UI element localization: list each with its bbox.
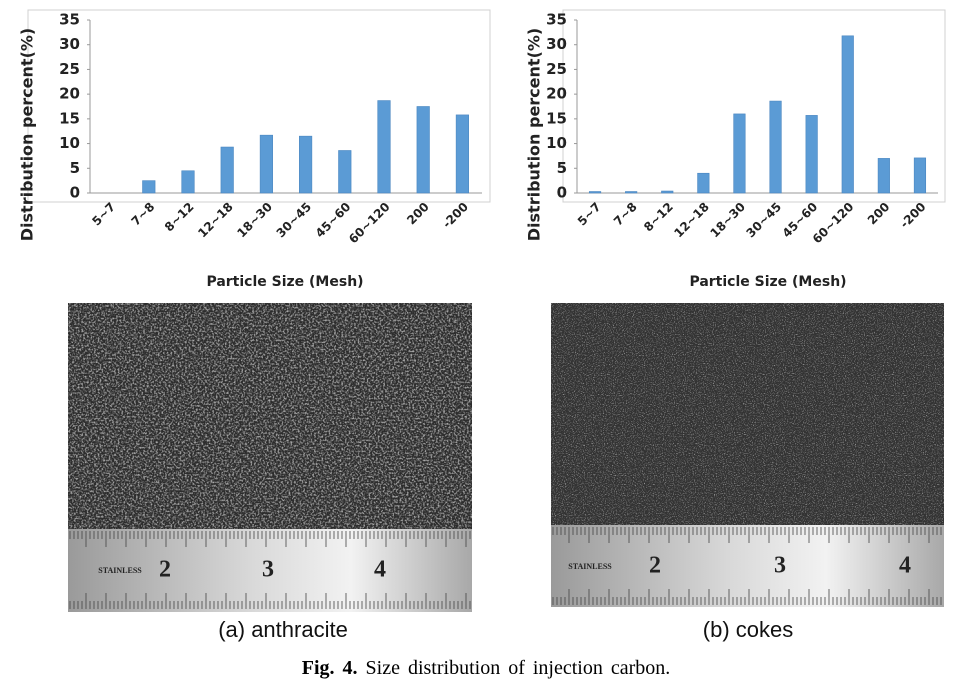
- x-tick-label: 8~12: [641, 200, 676, 235]
- x-tick-label: -200: [440, 200, 471, 231]
- bar: [142, 180, 156, 194]
- x-tick-label: 12~18: [195, 200, 236, 241]
- bar: [588, 191, 602, 194]
- x-tick-label: 7~8: [611, 200, 640, 229]
- figure-text: Size distribution of injection carbon.: [365, 657, 671, 679]
- y-tick-label: 5: [557, 159, 567, 177]
- bar: [625, 191, 638, 194]
- y-tick-label: 5: [70, 159, 80, 177]
- y-tick-label: 10: [546, 134, 567, 152]
- bar: [220, 146, 234, 194]
- x-tick-label: 5~7: [575, 200, 604, 229]
- ruler-number: 3: [774, 553, 786, 579]
- y-tick-label: 15: [546, 109, 567, 127]
- y-axis-label: Distribution percent(%): [18, 28, 37, 241]
- y-tick-label: 30: [59, 35, 80, 53]
- ruler-number: 2: [159, 557, 171, 583]
- bar: [697, 172, 710, 194]
- photo-caption: (a) anthracite: [218, 617, 348, 642]
- ruler-number: 2: [649, 553, 661, 579]
- bar: [769, 100, 782, 194]
- x-tick-label: 60~120: [346, 200, 393, 247]
- photo-caption: (b) cokes: [702, 617, 794, 642]
- ruler-number: 4: [374, 557, 386, 583]
- y-tick-label: 0: [557, 184, 567, 202]
- y-tick-label: 20: [59, 85, 80, 103]
- figure-label: Fig. 4.: [301, 657, 358, 679]
- x-tick-label: 30~45: [274, 200, 315, 241]
- y-tick-label: 15: [59, 109, 80, 127]
- y-tick-label: 30: [546, 35, 567, 53]
- x-tick-label: 5~7: [89, 200, 118, 229]
- x-axis-label: Particle Size (Mesh): [206, 274, 363, 290]
- ruler-number: 4: [899, 553, 911, 579]
- photo-anthracite: [68, 303, 472, 612]
- y-tick-label: 35: [59, 11, 80, 29]
- bar: [299, 135, 313, 194]
- bar: [841, 35, 854, 194]
- ruler-number: 3: [262, 557, 274, 583]
- bar: [259, 134, 273, 194]
- figure-caption: Fig. 4. Size distribution of injection c…: [302, 657, 671, 680]
- x-tick-label: 8~12: [162, 200, 197, 235]
- y-tick-label: 25: [59, 60, 80, 78]
- y-tick-label: 35: [546, 11, 567, 29]
- x-tick-label: -200: [897, 200, 928, 231]
- bar: [455, 114, 469, 194]
- x-tick-label: 30~45: [744, 200, 785, 241]
- x-axis-label: Particle Size (Mesh): [689, 274, 846, 290]
- ruler-brand: STAINLESS: [568, 562, 612, 571]
- bar: [181, 170, 195, 194]
- x-tick-label: 18~30: [707, 200, 748, 241]
- y-tick-label: 25: [546, 60, 567, 78]
- chart-frame: [27, 9, 491, 203]
- bar: [416, 106, 430, 194]
- x-tick-label: 12~18: [671, 200, 712, 241]
- x-tick-label: 200: [404, 200, 432, 228]
- bar: [877, 158, 890, 194]
- y-tick-label: 20: [546, 85, 567, 103]
- chart-frame: [562, 9, 946, 203]
- bar: [661, 190, 674, 194]
- y-tick-label: 10: [59, 134, 80, 152]
- x-tick-label: 200: [865, 200, 893, 228]
- ruler: STAINLESS 2 3 4: [69, 531, 471, 609]
- ruler: STAINLESS 2 3 4: [552, 527, 942, 605]
- bar: [913, 157, 927, 194]
- x-tick-label: 7~8: [129, 200, 158, 229]
- photo-cokes: [551, 303, 944, 607]
- x-tick-label: 18~30: [234, 200, 275, 241]
- y-tick-label: 0: [70, 184, 80, 202]
- bar: [805, 115, 818, 194]
- bar: [338, 150, 352, 194]
- y-axis-label: Distribution percent(%): [525, 28, 544, 241]
- bar: [733, 113, 746, 194]
- bar: [377, 100, 391, 194]
- ruler-brand: STAINLESS: [98, 566, 142, 575]
